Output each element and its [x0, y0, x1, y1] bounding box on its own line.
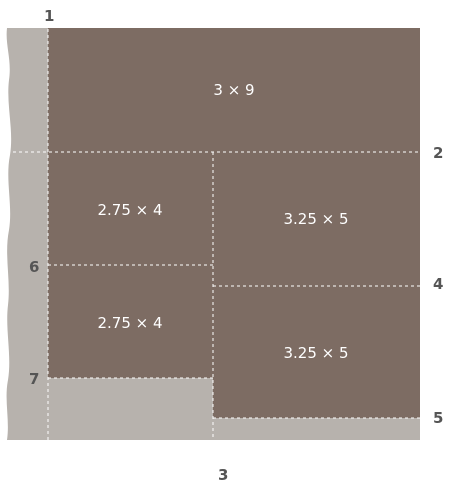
piece-label: 3.25 × 5	[283, 344, 348, 362]
piece-2	[48, 152, 213, 265]
piece-1	[48, 28, 420, 152]
cut-marker-4: 4	[433, 275, 444, 293]
cut-marker-2: 2	[433, 144, 444, 162]
cut-marker-7: 7	[29, 370, 40, 388]
cut-marker-5: 5	[433, 409, 444, 427]
cut-marker-1: 1	[44, 7, 55, 25]
cut-marker-6: 6	[29, 258, 40, 276]
cut-marker-3: 3	[218, 466, 229, 484]
piece-5	[213, 286, 420, 418]
piece-4	[48, 265, 213, 378]
piece-label: 2.75 × 4	[97, 314, 162, 332]
piece-3	[213, 152, 420, 286]
piece-label: 3.25 × 5	[283, 210, 348, 228]
piece-label: 2.75 × 4	[97, 201, 162, 219]
piece-label: 3 × 9	[213, 81, 254, 99]
